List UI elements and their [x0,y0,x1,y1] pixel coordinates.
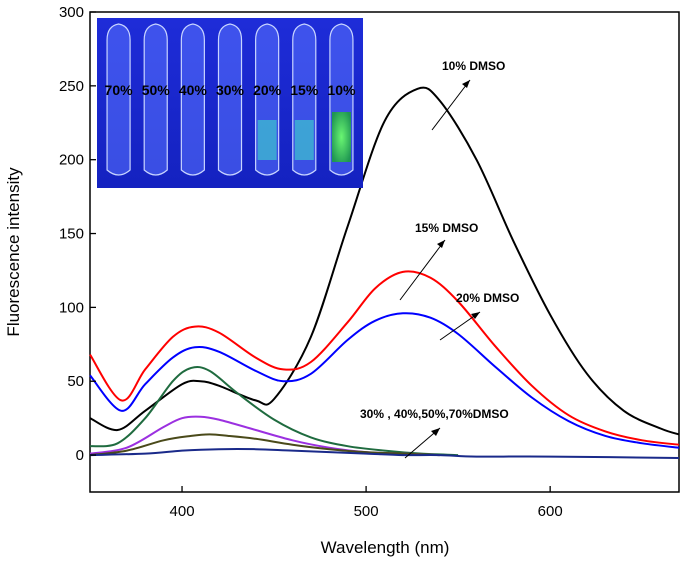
vial-fluorescence [294,120,314,160]
vial-label: 20% [253,82,282,98]
y-axis-title: Fluorescence intensity [4,167,23,337]
arrow-15-dmso [399,239,446,301]
y-tick-label: 0 [76,447,84,464]
axes-layer: 0 50 100 150 200 250 300 400 500 600 [59,4,563,520]
x-axis-title: Wavelength (nm) [321,538,450,557]
annotation-10-dmso: 10% DMSO [442,59,505,73]
annotation-20-dmso: 20% DMSO [456,291,519,305]
vial-label: 15% [290,82,319,98]
vial-fluorescence [331,112,351,162]
inset-photo: 70% 50% 40% 30% 20% 15% 10% [97,18,363,188]
y-tick-label: 250 [59,78,84,95]
vial-label: 40% [179,82,208,98]
y-tick-label: 200 [59,152,84,169]
series-line-2 [89,270,680,446]
series-line-1 [89,86,680,436]
vial-group [106,23,354,176]
arrow-10-dmso-head [462,80,470,88]
vial [217,23,243,176]
y-tick-label: 150 [59,226,84,243]
series-layer [89,86,680,459]
y-tick-label: 300 [59,4,84,21]
arrow-20-dmso-head [471,312,480,319]
vial [180,23,205,176]
x-tick-label: 400 [170,503,195,520]
vial-fluorescence [257,120,277,160]
arrow-10-dmso [431,79,471,131]
arrow-15-dmso-head [437,240,445,248]
vial [106,23,131,176]
y-tick-label: 50 [67,373,84,390]
vial-label-group: 70% 50% 40% 30% 20% 15% 10% [105,82,356,98]
vial [143,23,168,176]
y-tick-label: 100 [59,299,84,316]
series-line-4 [89,365,459,457]
vial-label: 50% [142,82,171,98]
annotation-layer: 10% DMSO 15% DMSO 20% DMSO 30% , 40%,50%… [360,59,519,459]
plot-frame [89,11,680,493]
series-line-7 [89,447,680,459]
arrow-30-70-dmso-head [431,428,440,436]
vial-label: 30% [216,82,245,98]
series-line-3 [89,312,680,449]
vial-label: 70% [105,82,134,98]
annotation-30-70-dmso: 30% , 40%,50%,70%DMSO [360,407,509,421]
vial-label: 10% [327,82,356,98]
x-tick-label: 500 [354,503,379,520]
x-tick-label: 600 [538,503,563,520]
series-line-6 [89,433,440,457]
annotation-15-dmso: 15% DMSO [415,221,478,235]
